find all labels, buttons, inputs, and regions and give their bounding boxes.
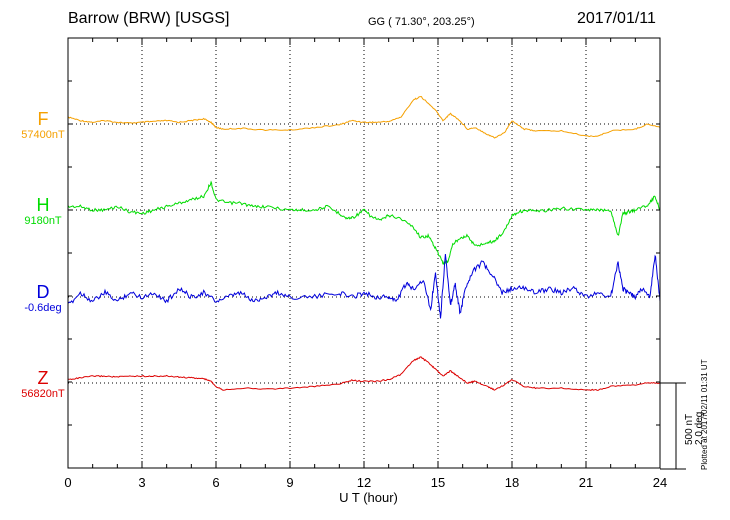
channel-label-h: H 9180nT (8, 195, 78, 228)
channel-baseline: 56820nT (21, 388, 65, 400)
series-layer (67, 96, 661, 391)
x-tick-label: 24 (652, 475, 668, 490)
channel-name: H (36, 195, 50, 215)
x-tick-label: 18 (504, 475, 520, 490)
station-coordinates: GG ( 71.30°, 203.25°) (368, 16, 475, 28)
channel-name: D (36, 282, 50, 302)
x-tick-label: 3 (138, 475, 146, 490)
x-tick-label: 12 (356, 475, 372, 490)
series-line-h (67, 180, 661, 267)
channel-baseline: 57400nT (21, 129, 65, 141)
x-tick-label: 9 (286, 475, 294, 490)
series-line-z (68, 356, 661, 391)
axis-ticks (67, 38, 661, 468)
x-tick-label: 0 (64, 475, 72, 490)
channel-name: Z (37, 368, 49, 388)
channel-baseline: 9180nT (24, 215, 62, 227)
scale-bar (660, 382, 686, 470)
x-tick-label: 6 (212, 475, 220, 490)
x-axis-label: U T (hour) (339, 490, 398, 505)
station-title: Barrow (BRW) [USGS] (68, 10, 230, 27)
chart-date: 2017/01/11 (577, 10, 656, 27)
channel-label-f: F 57400nT (8, 109, 78, 142)
channel-label-d: D -0.6deg (8, 282, 78, 315)
channel-baseline: -0.6deg (24, 302, 62, 314)
plotted-note: Plotted at 2017/02/11 01:31 UT (700, 359, 709, 470)
series-line-f (67, 96, 661, 139)
channel-name: F (37, 109, 49, 129)
channel-label-z: Z 56820nT (8, 368, 78, 401)
x-tick-label: 15 (430, 475, 446, 490)
series-line-d (67, 254, 661, 319)
grid-lines (68, 38, 660, 468)
x-tick-label: 21 (578, 475, 594, 490)
